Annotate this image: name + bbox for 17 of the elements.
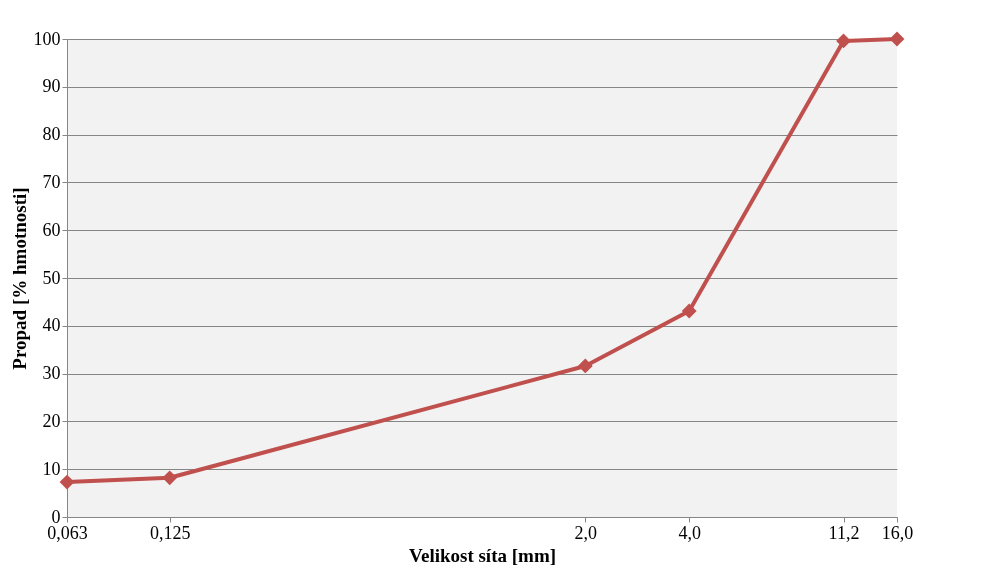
x-tick-label: 4,0 — [678, 522, 701, 543]
y-tick-label: 100 — [33, 28, 61, 49]
y-tick-label: 10 — [42, 458, 61, 479]
x-axis-title: Velikost síta [mm] — [408, 544, 557, 566]
y-tick-label: 80 — [42, 124, 61, 145]
y-tick-label: 60 — [42, 219, 61, 240]
y-tick-label: 70 — [42, 171, 61, 192]
x-tick-label: 0,125 — [149, 522, 191, 543]
x-tick-label: 16,0 — [881, 522, 914, 543]
y-tick-label: 90 — [42, 76, 61, 97]
y-tick-label: 20 — [42, 410, 61, 431]
x-tick-label: 11,2 — [828, 522, 860, 543]
y-axis-title: Propad [% hmotnosti] — [8, 187, 30, 370]
x-tick-label: 2,0 — [574, 522, 598, 543]
y-tick-label: 50 — [42, 267, 61, 288]
y-tick-label: 30 — [42, 363, 61, 384]
y-tick-label: 40 — [42, 315, 61, 336]
